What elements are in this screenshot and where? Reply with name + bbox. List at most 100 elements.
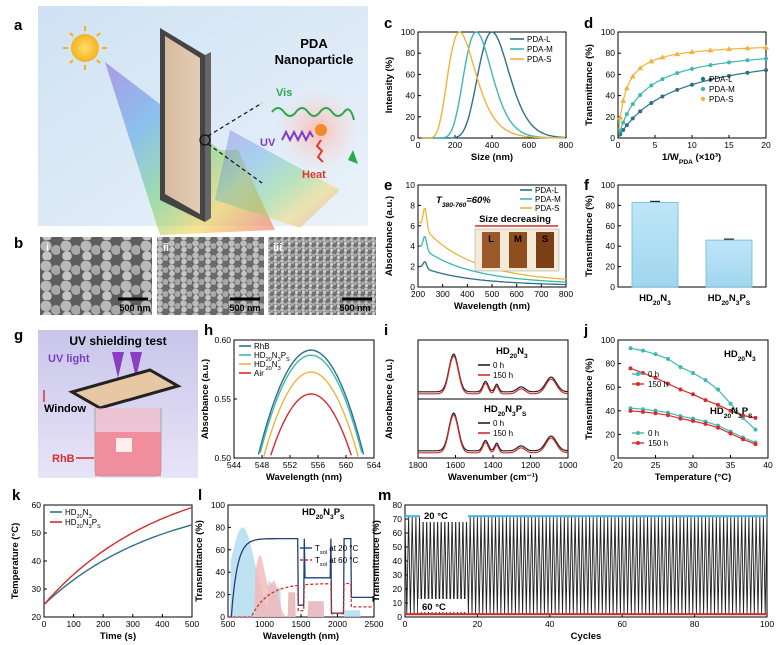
bottom-label: HD20N3PS — [710, 406, 753, 420]
data-point — [745, 70, 750, 75]
x-tick-label: 20 — [473, 619, 483, 629]
sem-label-3: iii — [273, 242, 282, 254]
y-tick-label: 0 — [610, 453, 615, 463]
data-point — [649, 83, 654, 88]
y-tick-label: 70 — [393, 514, 403, 524]
x-axis-label: 1/WPDA (×10³) — [662, 152, 721, 166]
series-line-pda-s — [421, 31, 566, 139]
y-tick-label: 50 — [32, 528, 42, 538]
y-tick-label: 20 — [406, 112, 416, 122]
data-point — [638, 109, 643, 114]
x-tick-label: 400 — [155, 619, 169, 629]
data-point — [691, 371, 695, 376]
series-line-pda-l — [421, 31, 566, 139]
data-point — [727, 60, 731, 65]
data-point — [728, 401, 733, 406]
data-point — [623, 85, 630, 91]
y-tick-label: 40 — [393, 556, 403, 566]
x-tick-label: 1200 — [521, 460, 540, 470]
y-tick-label: 30 — [393, 570, 403, 580]
fit-line-pda-l — [618, 69, 766, 138]
y-tick-label: 20 — [606, 262, 616, 272]
y-tick-label: 8 — [410, 200, 415, 210]
x-axis-label: Wavenumber (cm⁻¹) — [448, 472, 538, 483]
uv-light-label: UV light — [48, 353, 90, 365]
y-tick-label: 60 — [32, 500, 42, 510]
x-tick-label: 600 — [510, 289, 524, 299]
data-point — [764, 68, 768, 73]
y-tick-label: 0 — [410, 133, 415, 143]
y-tick-label: 60 — [393, 528, 403, 538]
x-tick-label: 200 — [96, 619, 110, 629]
data-point — [763, 44, 769, 50]
beaker-icon — [94, 408, 162, 477]
sem-image-2 — [157, 237, 264, 315]
spectrum-top-0h — [418, 353, 569, 393]
data-point — [649, 101, 654, 106]
data-point — [617, 114, 624, 120]
x-tick-label: 500 — [485, 289, 499, 299]
x-tick-label: 0 — [616, 140, 621, 150]
data-point — [629, 73, 636, 79]
spectrum-top-150h — [418, 355, 569, 395]
data-point — [703, 421, 708, 426]
data-point — [630, 116, 635, 121]
x-tick-label: 600 — [522, 140, 536, 150]
panel-d: d 0 5 10 15 20 0 20 40 60 80 100 Transmittance (%) 1/… — [584, 15, 771, 166]
y-tick-label: 10 — [393, 598, 403, 608]
y-tick-label: 100 — [601, 27, 615, 37]
y-axis-label: Transmittance (%) — [371, 520, 382, 602]
panel-j: j 20 25 30 35 40 Temperature (°C) Transmittance… — [583, 322, 773, 483]
panel-i: i 1800 1600 1400 1200 1000 Wavenumber (cm⁻¹) Ab… — [384, 322, 578, 483]
legend-label: 150 h — [493, 371, 513, 380]
data-point — [660, 77, 665, 82]
y-tick-label: 80 — [216, 522, 226, 532]
legend-marker — [636, 372, 640, 376]
data-point — [716, 402, 720, 407]
y-tick-label: 100 — [211, 500, 225, 510]
bar — [631, 201, 679, 288]
data-point — [621, 120, 626, 125]
x-tick-label: 2000 — [328, 619, 347, 629]
transmittance-annotation: T380-760=60% — [436, 195, 491, 209]
data-point — [624, 112, 629, 117]
x-tick-label: 5 — [653, 140, 658, 150]
x-tick-label: 40 — [545, 619, 555, 629]
panel-label-i: i — [384, 322, 388, 339]
legend-label: HD20N3PS — [65, 518, 101, 530]
y-axis-label: Intensity (%) — [384, 57, 395, 113]
vis-label: Vis — [276, 87, 292, 99]
data-point — [624, 123, 629, 128]
data-point — [653, 411, 658, 416]
data-point — [675, 71, 680, 76]
x-tick-label: 1000 — [255, 619, 274, 629]
y-tick-label: 50 — [393, 542, 403, 552]
x-tick-label: 564 — [367, 460, 381, 470]
x-tick-label: 15 — [724, 140, 734, 150]
legend-label: PDA-S — [527, 55, 551, 64]
panel-label-b: b — [14, 235, 23, 252]
x-tick-label: 200 — [448, 140, 462, 150]
x-tick-label: 500 — [185, 619, 199, 629]
panel-c: c 0 200 400 600 800 0 20 40 60 80 100 Size (nm) Inten… — [384, 15, 573, 163]
data-point — [691, 418, 695, 423]
data-point — [728, 408, 733, 413]
y-axis-label: Absorbance (a.u.) — [384, 359, 395, 439]
y-tick-label: 20 — [216, 590, 226, 600]
solar-spectrum-20c — [228, 527, 374, 617]
data-point — [727, 73, 731, 78]
x-axis-label: Wavelength (nm) — [454, 301, 530, 312]
data-point — [666, 381, 670, 386]
legend-label: PDA-S — [535, 204, 559, 213]
y-tick-label: 20 — [606, 429, 616, 439]
data-point — [728, 431, 733, 436]
y-axis-label: Transmittance (%) — [584, 358, 595, 440]
data-point — [678, 387, 683, 392]
y-tick-label: 20 — [32, 612, 42, 622]
y-tick-label: 0 — [220, 612, 225, 622]
rhb-label: RhB — [52, 453, 75, 465]
data-point — [628, 346, 633, 351]
category-label: HD20N3PS — [708, 293, 751, 307]
panel-e: e 200 300 400 500 600 700 800 0 2 4 6 8 10 Wavelength … — [384, 177, 573, 312]
